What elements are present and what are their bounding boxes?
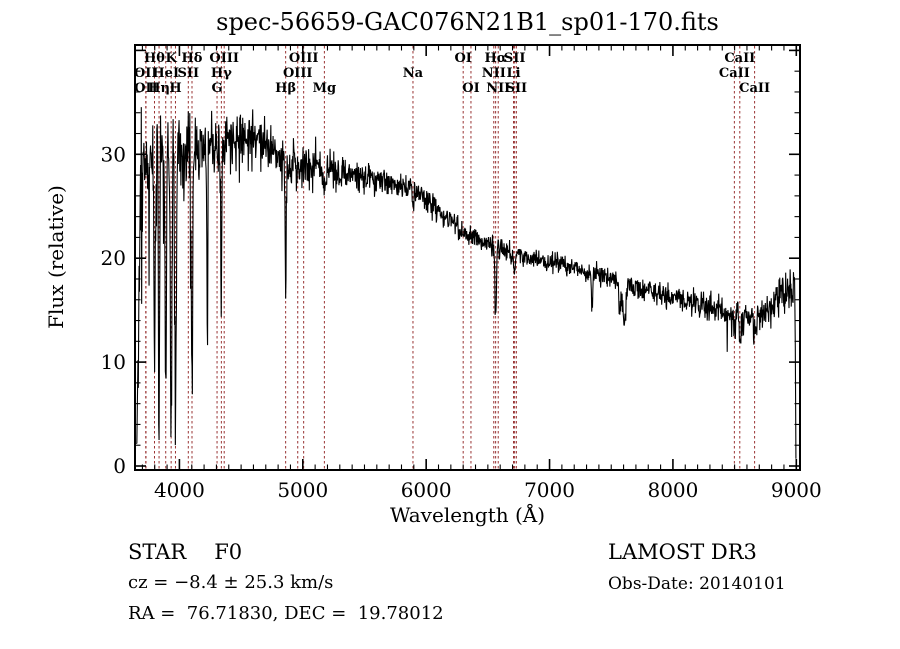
y-tick-label: 30 <box>101 142 126 166</box>
x-tick-label: 9000 <box>771 478 822 502</box>
spectral-line-label: OIII <box>283 66 313 81</box>
x-axis-title: Wavelength (Å) <box>389 503 546 527</box>
object-class-line: STAR F0 <box>128 540 242 564</box>
spectral-line-label: CaII <box>724 51 755 66</box>
spectral-line-label: OII <box>134 66 158 81</box>
y-axis-title: Flux (relative) <box>44 185 68 329</box>
spectral-line-label: H <box>169 81 181 96</box>
y-tick-label: 20 <box>101 246 126 270</box>
spectral-line-label: SII <box>506 81 528 96</box>
x-tick-label: 8000 <box>647 478 698 502</box>
spectral-line-label: OI <box>462 81 479 96</box>
survey-label: LAMOST DR3 <box>608 540 757 564</box>
spectral-line-label: HeI <box>152 66 179 81</box>
x-tick-label: 4000 <box>154 478 205 502</box>
spectral-line-label: NII <box>482 66 506 81</box>
object-class: STAR <box>128 540 187 564</box>
spectral-line-label: OIII <box>209 51 239 66</box>
spectral-line-label: Na <box>403 66 424 81</box>
spectral-line-label: OIII <box>289 51 319 66</box>
spectral-line-label: Hθ <box>144 51 165 66</box>
plot-title: spec-56659-GAC076N21B1_sp01-170.fits <box>216 8 719 36</box>
object-subclass: F0 <box>214 540 243 564</box>
spectral-line-label: Hδ <box>182 51 203 66</box>
spectral-line-label: Hα <box>484 51 506 66</box>
spectral-line-label: Hγ <box>211 66 232 81</box>
ra-dec-value: RA = 76.71830, DEC = 19.78012 <box>128 603 444 624</box>
spectral-line-label: Li <box>506 66 520 81</box>
spectral-line-label: Hβ <box>275 81 296 96</box>
spectral-line-label: CaII <box>739 81 770 96</box>
spectral-line-label: Mg <box>313 81 336 96</box>
y-tick-label: 10 <box>101 350 126 374</box>
spectral-line-label: OI <box>454 51 471 66</box>
spectral-line-label: SII <box>178 66 200 81</box>
spectral-line-label: K <box>165 51 177 66</box>
y-tick-label: 0 <box>113 454 126 478</box>
spectral-line-label: OII <box>134 81 158 96</box>
spectral-line-label: CaII <box>719 66 750 81</box>
spectral-line-label: Hη <box>148 81 170 96</box>
x-tick-label: 6000 <box>401 478 452 502</box>
obs-date: Obs-Date: 20140101 <box>608 574 786 594</box>
x-tick-label: 7000 <box>524 478 575 502</box>
cz-value: cz = −8.4 ± 25.3 km/s <box>128 572 334 593</box>
x-tick-label: 5000 <box>277 478 328 502</box>
spectral-line-label: SII <box>504 51 526 66</box>
spectral-line-label: NII <box>486 81 510 96</box>
spectral-line-label: G <box>211 81 222 96</box>
